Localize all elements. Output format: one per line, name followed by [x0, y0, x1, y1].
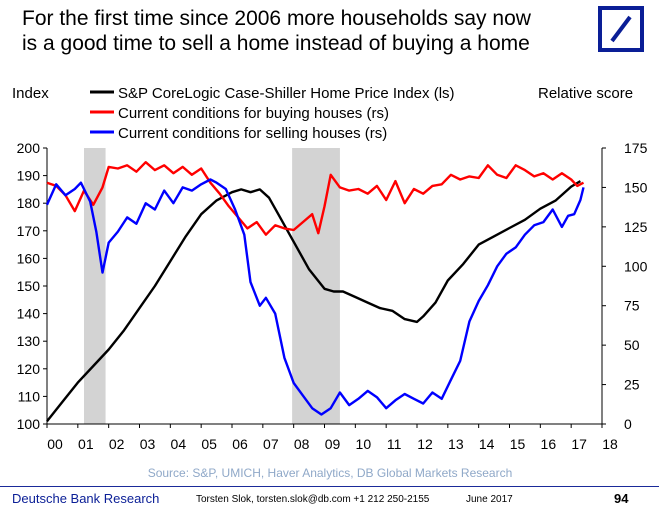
x-tick-label-17: 17	[571, 436, 587, 452]
right-tick-label-150: 150	[624, 179, 648, 195]
x-tick-label-14: 14	[479, 436, 495, 452]
x-tick-label-01: 01	[78, 436, 94, 452]
deutsche-bank-logo-icon	[598, 6, 644, 52]
title-line-1: For the first time since 2006 more house…	[22, 7, 531, 30]
x-tick-label-07: 07	[263, 436, 279, 452]
x-tick-label-09: 09	[325, 436, 341, 452]
left-tick-label-200: 200	[17, 140, 41, 156]
footer-brand: Deutsche Bank Research	[12, 491, 160, 506]
left-tick-label-170: 170	[17, 223, 41, 239]
x-tick-label-04: 04	[171, 436, 187, 452]
right-axis-title: Relative score	[538, 85, 633, 102]
x-tick-label-05: 05	[201, 436, 217, 452]
series-line-1	[46, 160, 585, 236]
legend-label-0: S&P CoreLogic Case-Shiller Home Price In…	[118, 85, 455, 102]
left-tick-label-110: 110	[18, 388, 41, 404]
series-line-0	[46, 180, 582, 422]
footer-contact: Torsten Slok, torsten.slok@db.com +1 212…	[196, 494, 430, 505]
right-tick-label-125: 125	[624, 219, 648, 235]
series-line-2	[45, 178, 585, 416]
legend-label-2: Current conditions for selling houses (r…	[118, 125, 387, 142]
x-tick-label-10: 10	[356, 436, 372, 452]
chart-title: For the first time since 2006 more house…	[22, 6, 582, 56]
left-axis-title: Index	[12, 85, 49, 102]
x-tick-label-18: 18	[602, 436, 618, 452]
right-tick-label-25: 25	[624, 377, 640, 393]
right-tick-label-175: 175	[624, 140, 648, 156]
x-tick-label-11: 11	[387, 436, 402, 452]
x-tick-label-12: 12	[417, 436, 433, 452]
page-number: 94	[614, 491, 629, 506]
source-note: Source: S&P, UMICH, Haver Analytics, DB …	[148, 466, 513, 480]
legend-label-1: Current conditions for buying houses (rs…	[118, 105, 389, 122]
right-tick-label-75: 75	[624, 298, 640, 314]
right-tick-label-50: 50	[624, 337, 640, 353]
title-line-2: is a good time to sell a home instead of…	[22, 32, 530, 55]
left-tick-label-190: 190	[17, 168, 41, 184]
recession-band-0	[84, 148, 106, 424]
left-tick-label-130: 130	[17, 333, 41, 349]
line-chart: 100 110 120 130 140 150 160 170 180 190 200 0 25 50 75…	[12, 85, 648, 480]
x-tick-label-03: 03	[140, 436, 156, 452]
x-tick-label-00: 00	[47, 436, 63, 452]
right-tick-label-0: 0	[624, 416, 632, 432]
left-tick-label-150: 150	[17, 278, 41, 294]
left-tick-label-140: 140	[17, 306, 41, 322]
footer-divider	[0, 486, 659, 487]
left-tick-label-180: 180	[17, 195, 41, 211]
x-tick-label-16: 16	[541, 436, 557, 452]
x-tick-label-02: 02	[109, 436, 125, 452]
x-tick-label-15: 15	[510, 436, 526, 452]
footer-date: June 2017	[466, 494, 513, 505]
x-tick-label-06: 06	[232, 436, 248, 452]
left-tick-label-160: 160	[17, 250, 41, 266]
x-tick-label-13: 13	[448, 436, 464, 452]
recession-band-1	[292, 148, 340, 424]
x-tick-label-08: 08	[294, 436, 310, 452]
right-tick-label-100: 100	[624, 258, 648, 274]
left-tick-label-120: 120	[17, 361, 41, 377]
left-tick-label-100: 100	[17, 416, 41, 432]
